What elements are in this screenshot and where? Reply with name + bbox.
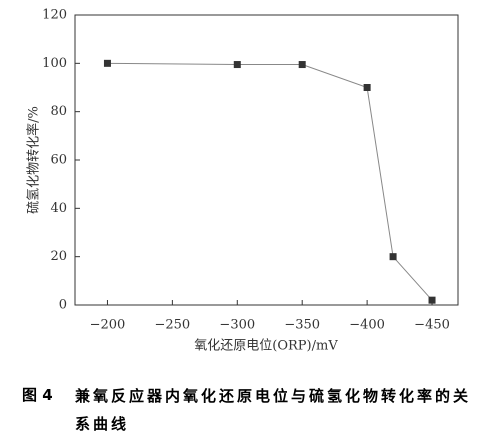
y-axis-label: 硫氢化物转化率/% bbox=[26, 106, 42, 214]
marker bbox=[103, 59, 111, 67]
marker bbox=[389, 253, 397, 261]
x-tick-label: −300 bbox=[219, 318, 255, 333]
y-tick-label: 80 bbox=[50, 104, 67, 119]
x-tick-label: −350 bbox=[284, 318, 320, 333]
y-tick-label: 60 bbox=[50, 153, 67, 168]
plot-frame bbox=[74, 14, 459, 306]
caption-text: 兼氧反应器内氧化还原电位与硫氢化物转化率的关系曲线 bbox=[75, 387, 472, 433]
y-tick-label: 40 bbox=[50, 201, 67, 216]
y-tick-label: 120 bbox=[42, 8, 67, 23]
caption-number: 图 4 bbox=[22, 386, 53, 404]
y-tick-label: 0 bbox=[59, 298, 67, 313]
marker bbox=[428, 296, 436, 304]
x-tick-label: −450 bbox=[414, 318, 450, 333]
y-tick-label: 20 bbox=[50, 249, 67, 264]
marker bbox=[363, 84, 371, 91]
marker bbox=[298, 61, 306, 69]
marker bbox=[233, 61, 241, 69]
y-tick-label: 100 bbox=[42, 56, 67, 71]
chart: 硫氢化物转化率/% 氧化还原电位(ORP)/mV 0 20 40 60 80 100 120… bbox=[26, 8, 459, 354]
series-line bbox=[107, 62, 433, 301]
x-axis-label: 氧化还原电位(ORP)/mV bbox=[194, 339, 338, 354]
x-tick-label: −400 bbox=[349, 318, 385, 333]
x-tick-label: −250 bbox=[155, 318, 191, 333]
x-tick-label: −200 bbox=[90, 318, 126, 333]
